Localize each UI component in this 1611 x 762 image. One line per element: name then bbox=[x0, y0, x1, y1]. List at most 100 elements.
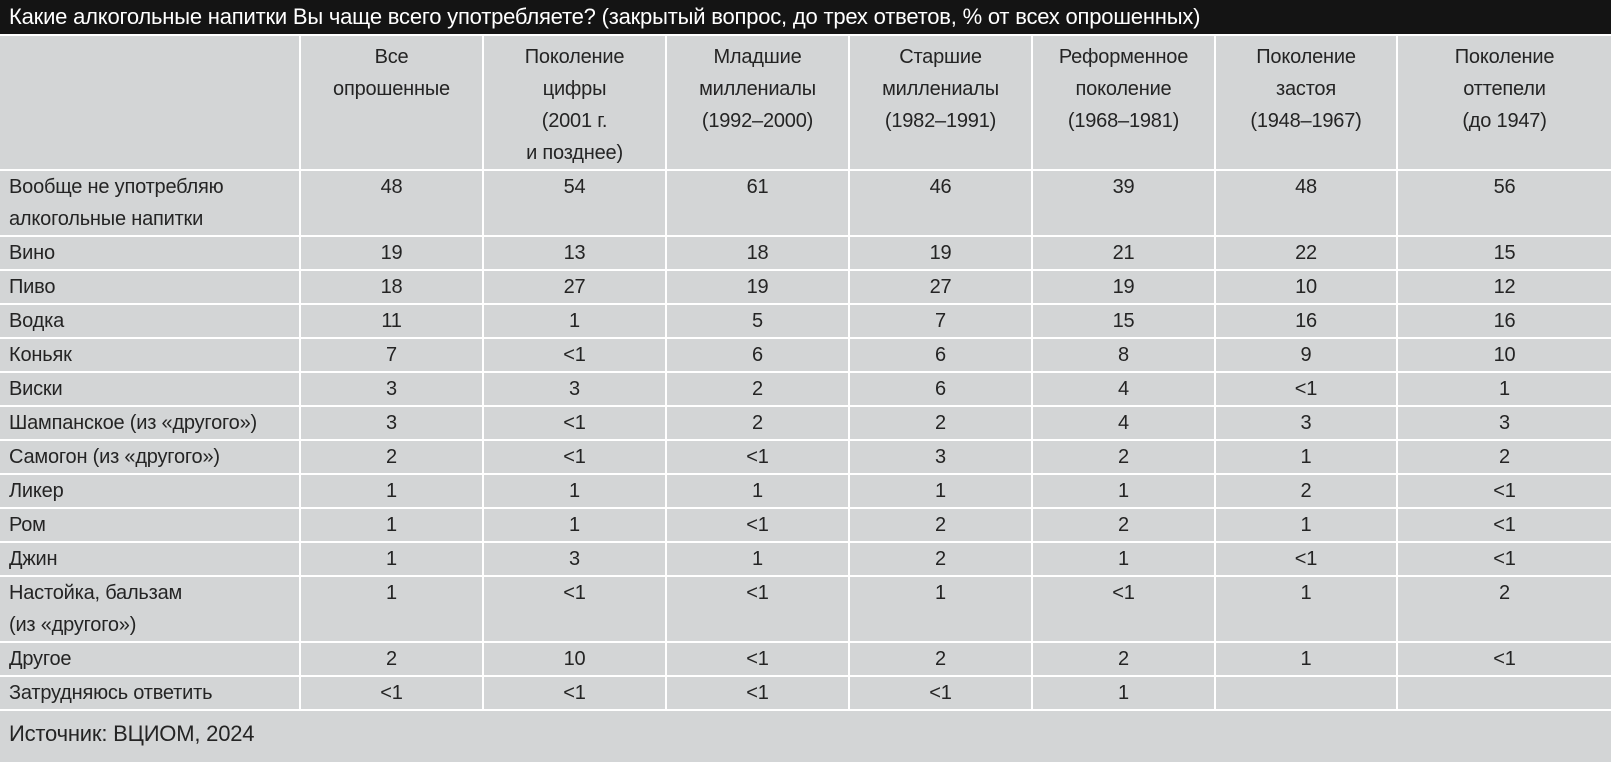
cell-value: 3 bbox=[483, 372, 667, 407]
cell-value: 19 bbox=[666, 270, 850, 305]
cell-value: 1 bbox=[300, 576, 484, 643]
cell-value: 3 bbox=[300, 372, 484, 407]
column-header-4: Старшие миллениалы (1982–1991) bbox=[849, 34, 1033, 171]
cell-value: 15 bbox=[1397, 236, 1611, 271]
cell-value: 16 bbox=[1215, 304, 1398, 339]
cell-value bbox=[1397, 676, 1611, 711]
cell-value bbox=[1215, 676, 1398, 711]
table-row-4: Водка 11 1 5 7 15 16 16 bbox=[0, 304, 1611, 339]
cell-value: <1 bbox=[1397, 474, 1611, 509]
cell-value: 2 bbox=[666, 372, 850, 407]
cell-value: 1 bbox=[1397, 372, 1611, 407]
row-label: Самогон (из «другого») bbox=[0, 440, 301, 475]
cell-value: 2 bbox=[1032, 508, 1216, 543]
column-header-6: Поколение застоя (1948–1967) bbox=[1215, 34, 1398, 171]
row-label: Коньяк bbox=[0, 338, 301, 373]
cell-value: <1 bbox=[1397, 508, 1611, 543]
row-label: Пиво bbox=[0, 270, 301, 305]
cell-value: 61 bbox=[666, 170, 850, 237]
cell-value: 54 bbox=[483, 170, 667, 237]
cell-value: 2 bbox=[666, 406, 850, 441]
cell-value: <1 bbox=[483, 576, 667, 643]
table-row-10: Ром 1 1 <1 2 2 1 <1 bbox=[0, 508, 1611, 543]
row-label: Ром bbox=[0, 508, 301, 543]
table-row-14: Затрудняюсь ответить <1 <1 <1 <1 1 bbox=[0, 676, 1611, 711]
cell-value: <1 bbox=[1215, 542, 1398, 577]
cell-value: <1 bbox=[666, 676, 850, 711]
cell-value: 6 bbox=[849, 338, 1033, 373]
row-label: Вино bbox=[0, 236, 301, 271]
cell-value: 3 bbox=[483, 542, 667, 577]
cell-value: 10 bbox=[1397, 338, 1611, 373]
row-label: Настойка, бальзам (из «другого») bbox=[0, 576, 301, 643]
cell-value: 1 bbox=[849, 576, 1033, 643]
table-row-8: Самогон (из «другого») 2 <1 <1 3 2 1 2 bbox=[0, 440, 1611, 475]
cell-value: 1 bbox=[666, 542, 850, 577]
cell-value: 2 bbox=[300, 642, 484, 677]
table-row-3: Пиво 18 27 19 27 19 10 12 bbox=[0, 270, 1611, 305]
table-row-11: Джин 1 3 1 2 1 <1 <1 bbox=[0, 542, 1611, 577]
table-row-7: Шампанское (из «другого») 3 <1 2 2 4 3 3 bbox=[0, 406, 1611, 441]
cell-value: <1 bbox=[666, 440, 850, 475]
row-label: Водка bbox=[0, 304, 301, 339]
cell-value: 1 bbox=[483, 304, 667, 339]
row-label: Джин bbox=[0, 542, 301, 577]
cell-value: 10 bbox=[483, 642, 667, 677]
cell-value: <1 bbox=[666, 576, 850, 643]
cell-value: 1 bbox=[1215, 642, 1398, 677]
cell-value: 48 bbox=[1215, 170, 1398, 237]
cell-value: 11 bbox=[300, 304, 484, 339]
column-header-5: Реформенное поколение (1968–1981) bbox=[1032, 34, 1216, 171]
table-row-1: Вообще не употребляю алкогольные напитки… bbox=[0, 170, 1611, 237]
row-label: Затрудняюсь ответить bbox=[0, 676, 301, 711]
cell-value: 15 bbox=[1032, 304, 1216, 339]
cell-value: 4 bbox=[1032, 372, 1216, 407]
cell-value: <1 bbox=[1397, 542, 1611, 577]
cell-value: 1 bbox=[1215, 576, 1398, 643]
cell-value: 3 bbox=[300, 406, 484, 441]
cell-value: 19 bbox=[300, 236, 484, 271]
cell-value: <1 bbox=[483, 338, 667, 373]
cell-value: <1 bbox=[666, 508, 850, 543]
cell-value: 2 bbox=[1397, 440, 1611, 475]
row-label: Другое bbox=[0, 642, 301, 677]
cell-value: 7 bbox=[849, 304, 1033, 339]
cell-value: 1 bbox=[1032, 676, 1216, 711]
row-label: Ликер bbox=[0, 474, 301, 509]
cell-value: 19 bbox=[1032, 270, 1216, 305]
cell-value: 1 bbox=[300, 542, 484, 577]
table-row-9: Ликер 1 1 1 1 1 2 <1 bbox=[0, 474, 1611, 509]
cell-value: 2 bbox=[1215, 474, 1398, 509]
cell-value: <1 bbox=[666, 642, 850, 677]
cell-value: 2 bbox=[1032, 642, 1216, 677]
cell-value: 1 bbox=[666, 474, 850, 509]
row-label: Виски bbox=[0, 372, 301, 407]
cell-value: 1 bbox=[300, 508, 484, 543]
cell-value: 2 bbox=[849, 406, 1033, 441]
cell-value: 6 bbox=[666, 338, 850, 373]
cell-value: <1 bbox=[483, 406, 667, 441]
cell-value: 27 bbox=[483, 270, 667, 305]
table-row-12: Настойка, бальзам (из «другого») 1 <1 <1 1 <1… bbox=[0, 576, 1611, 643]
cell-value: 19 bbox=[849, 236, 1033, 271]
cell-value: 13 bbox=[483, 236, 667, 271]
row-label: Вообще не употребляю алкогольные напитки bbox=[0, 170, 301, 237]
figure-title: Какие алкогольные напитки Вы чаще всего … bbox=[0, 0, 1611, 34]
cell-value: 4 bbox=[1032, 406, 1216, 441]
cell-value: 3 bbox=[849, 440, 1033, 475]
cell-value: 22 bbox=[1215, 236, 1398, 271]
cell-value: 1 bbox=[1215, 440, 1398, 475]
cell-value: 39 bbox=[1032, 170, 1216, 237]
table-row-6: Виски 3 3 2 6 4 <1 1 bbox=[0, 372, 1611, 407]
cell-value: 2 bbox=[849, 508, 1033, 543]
table-row-13: Другое 2 10 <1 2 2 1 <1 bbox=[0, 642, 1611, 677]
source-note: Источник: ВЦИОМ, 2024 bbox=[0, 711, 1611, 747]
cell-value: 48 bbox=[300, 170, 484, 237]
cell-value: 18 bbox=[666, 236, 850, 271]
cell-value: <1 bbox=[300, 676, 484, 711]
cell-value: <1 bbox=[1397, 642, 1611, 677]
cell-value: 2 bbox=[1397, 576, 1611, 643]
cell-value: 1 bbox=[1032, 542, 1216, 577]
row-label-column-header bbox=[0, 34, 301, 171]
